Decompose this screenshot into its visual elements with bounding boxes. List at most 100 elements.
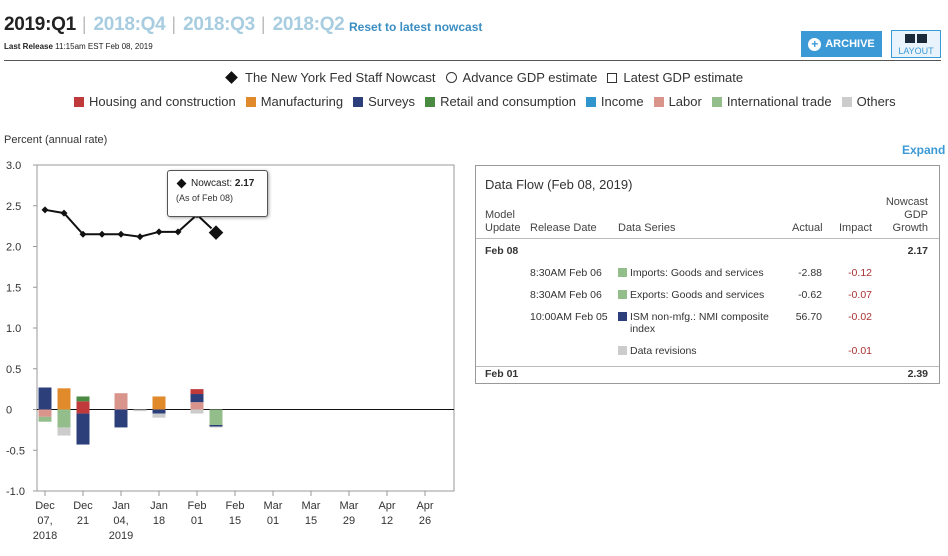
update-nowcast: 2.39 [907, 368, 928, 380]
tab-current-quarter[interactable]: 2019:Q1 [4, 14, 76, 35]
tooltip-value: 2.17 [234, 178, 255, 189]
legend-item-category[interactable]: Labor [653, 94, 702, 109]
expand-link[interactable]: Expand [902, 143, 946, 157]
legend-swatch [425, 96, 436, 107]
data-series: Imports: Goods and services [618, 267, 764, 279]
legend-item-category[interactable]: Income [585, 94, 644, 109]
actual-value: -2.88 [798, 267, 822, 279]
legend-item-category[interactable]: Manufacturing [245, 94, 343, 109]
legend-item-advance-gdp[interactable]: Advance GDP estimate [445, 70, 598, 85]
header-data-series: Data Series [618, 222, 676, 234]
nowcast-point [174, 228, 182, 236]
x-tick-label: Apr [416, 500, 433, 512]
layout-button[interactable]: LAYOUT [891, 30, 941, 58]
tab-separator: | [171, 14, 177, 34]
legend-item-category[interactable]: Others [841, 94, 896, 109]
marker-legend: The New York Fed Staff Nowcast Advance G… [224, 70, 743, 85]
archive-button[interactable]: + ARCHIVE [801, 31, 882, 57]
impact-bar-segment [38, 416, 52, 422]
data-series: ISM non-mfg.: NMI composite index [618, 311, 769, 335]
y-tick-label: -1.0 [6, 486, 25, 498]
nowcast-point [117, 230, 125, 238]
legend-item-latest-gdp[interactable]: Latest GDP estimate [607, 70, 743, 85]
table-divider [476, 366, 939, 367]
y-tick-label: 1.5 [6, 282, 21, 294]
header-nowcast: Nowcast GDP Growth [885, 196, 928, 234]
series-swatch [618, 346, 627, 355]
nowcast-chart: 3.0 2.5 2.0 1.5 1.0 0.5 0 -0.5 -1.0 Dec 07, 2018 Dec… [6, 160, 455, 542]
impact-bar-segment [209, 426, 223, 428]
legend-item-category[interactable]: Surveys [353, 94, 415, 109]
nowcast-point-highlighted [207, 223, 225, 242]
legend-label: International trade [726, 94, 832, 109]
legend-label: Latest GDP estimate [623, 70, 744, 85]
x-tick-label: Jan [112, 500, 130, 512]
nowcast-point [41, 206, 49, 214]
series-swatch [618, 268, 627, 277]
plus-icon: + [808, 37, 822, 51]
impact-value: -0.01 [848, 345, 872, 357]
header-release-date: Release Date [530, 222, 597, 234]
release-date: 8:30AM Feb 06 [530, 289, 602, 301]
x-tick-label: 15 [229, 515, 241, 527]
impact-bar-segment [57, 409, 71, 428]
legend-swatch [74, 96, 84, 107]
x-tick-label: 2018 [33, 530, 57, 542]
update-date: Feb 08 [485, 245, 519, 257]
x-tick-label: Mar [302, 500, 321, 512]
layout-panel-icon [917, 34, 927, 43]
y-tick-label: 1.0 [6, 323, 21, 335]
legend-item-category[interactable]: Housing and construction [74, 94, 236, 109]
update-nowcast: 2.17 [907, 245, 928, 257]
header-actual: Actual [792, 222, 823, 234]
tooltip-label: Nowcast: [191, 178, 233, 189]
impact-value: -0.02 [848, 311, 872, 323]
legend-swatch [585, 96, 596, 107]
y-tick-label: 0 [6, 405, 12, 417]
nowcast-tooltip: Nowcast: 2.17 (As of Feb 08) [167, 170, 268, 217]
category-legend: Housing and construction Manufacturing Sur… [74, 94, 896, 109]
y-tick-label: 2.0 [6, 242, 21, 254]
last-release-value: 11:15am EST Feb 08, 2019 [55, 42, 153, 51]
tab-past-quarter[interactable]: 2018:Q4 [93, 14, 166, 35]
data-series: Exports: Goods and services [618, 289, 764, 301]
nowcast-point [98, 230, 106, 238]
legend-swatch [653, 96, 664, 107]
nowcast-point [60, 209, 68, 217]
tab-separator: | [260, 14, 266, 34]
x-tick-label: Feb [226, 500, 245, 512]
x-tick-label: 21 [77, 515, 89, 527]
legend-swatch [245, 96, 256, 107]
x-tick-label: Dec [73, 500, 93, 512]
legend-item-category[interactable]: International trade [711, 94, 832, 109]
y-tick-label: 3.0 [6, 160, 21, 172]
tab-past-quarter[interactable]: 2018:Q2 [272, 14, 345, 35]
x-tick-label: Apr [378, 500, 395, 512]
legend-item-category[interactable]: Retail and consumption [425, 94, 576, 109]
archive-button-label: ARCHIVE [825, 38, 875, 50]
x-tick-label: 01 [267, 515, 279, 527]
legend-label: Advance GDP estimate [462, 70, 598, 85]
y-tick-label: 2.5 [6, 201, 21, 213]
series-swatch [618, 290, 627, 299]
impact-bar-segment [114, 393, 128, 410]
impact-bar-segment [209, 424, 223, 427]
diamond-icon [176, 178, 187, 189]
impact-bar-segment [38, 409, 52, 417]
nowcast-point [136, 233, 144, 241]
impact-bar-segment [152, 409, 166, 414]
x-tick-label: 2019 [109, 530, 133, 542]
x-tick-label: 01 [191, 515, 203, 527]
impact-bar-segment [76, 401, 90, 410]
impact-bar-segment [76, 413, 90, 445]
y-axis-title: Percent (annual rate) [4, 134, 108, 146]
x-tick-label: 29 [343, 515, 355, 527]
legend-label: Surveys [368, 94, 416, 109]
x-tick-label: Mar [340, 500, 359, 512]
reset-link[interactable]: Reset to latest nowcast [349, 20, 483, 34]
x-tick-label: Feb [188, 500, 207, 512]
header-divider [4, 60, 941, 61]
legend-item-nowcast[interactable]: The New York Fed Staff Nowcast [224, 70, 436, 85]
tab-past-quarter[interactable]: 2018:Q3 [183, 14, 255, 35]
x-tick-label: 26 [419, 515, 431, 527]
